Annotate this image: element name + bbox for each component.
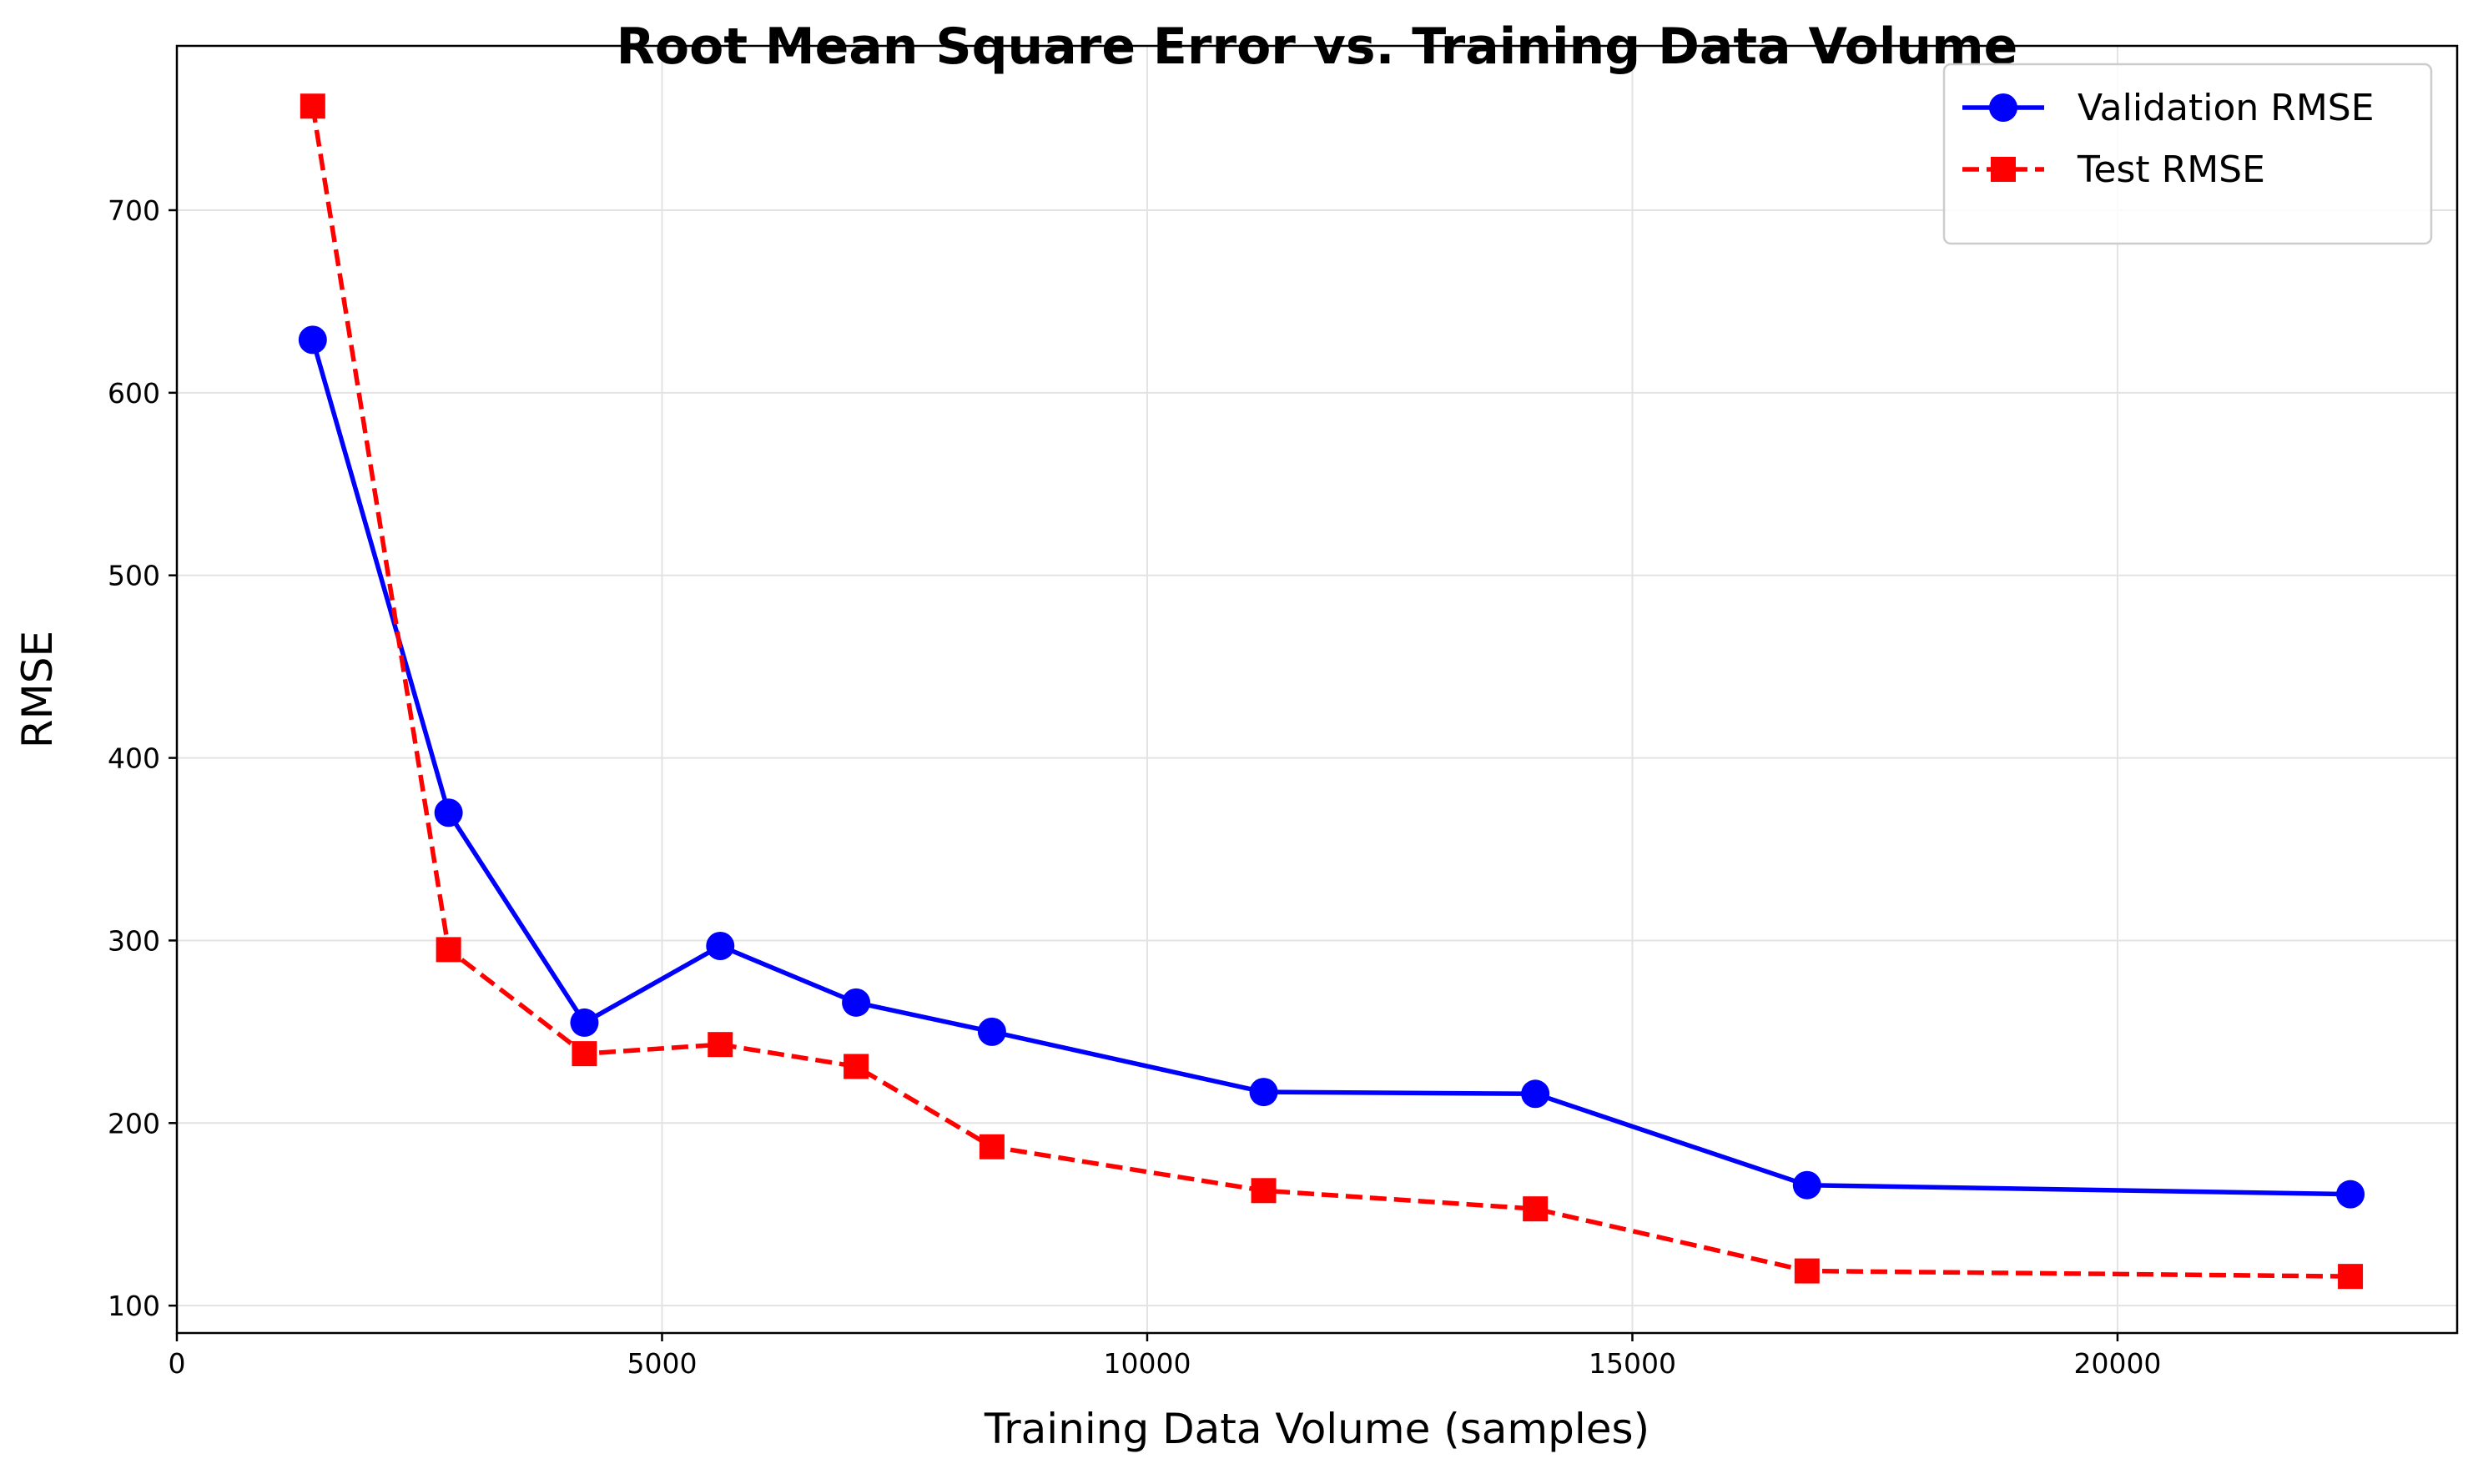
data-point	[1249, 1078, 1278, 1107]
y-tick-label: 600	[108, 377, 160, 410]
data-point	[436, 937, 461, 963]
data-point	[1251, 1178, 1277, 1204]
series-line	[310, 339, 2351, 1197]
data-point	[1792, 1170, 1821, 1200]
x-tick-label: 15000	[1589, 1347, 1676, 1380]
legend-marker	[1991, 157, 2016, 182]
chart-title: Root Mean Square Error vs. Training Data…	[617, 18, 2018, 76]
data-point	[977, 1017, 1006, 1046]
y-tick-label: 100	[108, 1290, 160, 1322]
data-point	[706, 932, 735, 961]
data-point	[572, 1041, 597, 1067]
y-tick-label: 700	[108, 194, 160, 227]
x-tick-label: 5000	[627, 1347, 697, 1380]
legend-label: Test RMSE	[2077, 148, 2265, 191]
data-point	[1523, 1196, 1549, 1222]
y-axis-label: RMSE	[13, 631, 62, 748]
data-point	[300, 93, 325, 119]
legend-label: Validation RMSE	[2078, 87, 2375, 129]
data-point	[979, 1134, 1005, 1160]
plot-frame	[175, 44, 2459, 1335]
series-test-rmse	[300, 93, 2364, 1290]
grid	[176, 46, 2457, 1333]
data-point	[1794, 1258, 1820, 1284]
series-layer	[298, 93, 2365, 1290]
x-tick-label: 10000	[1103, 1347, 1191, 1380]
legend: Validation RMSE Test RMSE	[1942, 63, 2433, 245]
data-point	[844, 1054, 869, 1079]
series-line	[310, 105, 2351, 1279]
data-point	[2336, 1180, 2365, 1209]
data-point	[434, 798, 463, 828]
data-point	[2338, 1264, 2364, 1290]
data-point	[298, 325, 327, 355]
y-tick-label: 500	[108, 560, 160, 592]
legend-marker	[1989, 93, 2017, 122]
ticks: 0 5000 10000 15000 20000 100 200 300 400 500 600 70…	[108, 194, 2161, 1380]
data-point	[708, 1032, 733, 1058]
legend-item: Validation RMSE	[1962, 87, 2375, 129]
data-point	[570, 1008, 599, 1037]
legend-box	[1942, 63, 2433, 245]
legend-item: Test RMSE	[1962, 148, 2265, 191]
data-point	[842, 988, 871, 1017]
y-tick-label: 200	[108, 1107, 160, 1139]
x-tick-label: 0	[169, 1347, 186, 1380]
x-tick-label: 20000	[2073, 1347, 2161, 1380]
data-point	[1521, 1079, 1550, 1109]
y-tick-label: 400	[108, 742, 160, 775]
y-tick-label: 300	[108, 924, 160, 957]
x-axis-label: Training Data Volume (samples)	[984, 1405, 1649, 1453]
series-validation-rmse	[298, 325, 2365, 1209]
